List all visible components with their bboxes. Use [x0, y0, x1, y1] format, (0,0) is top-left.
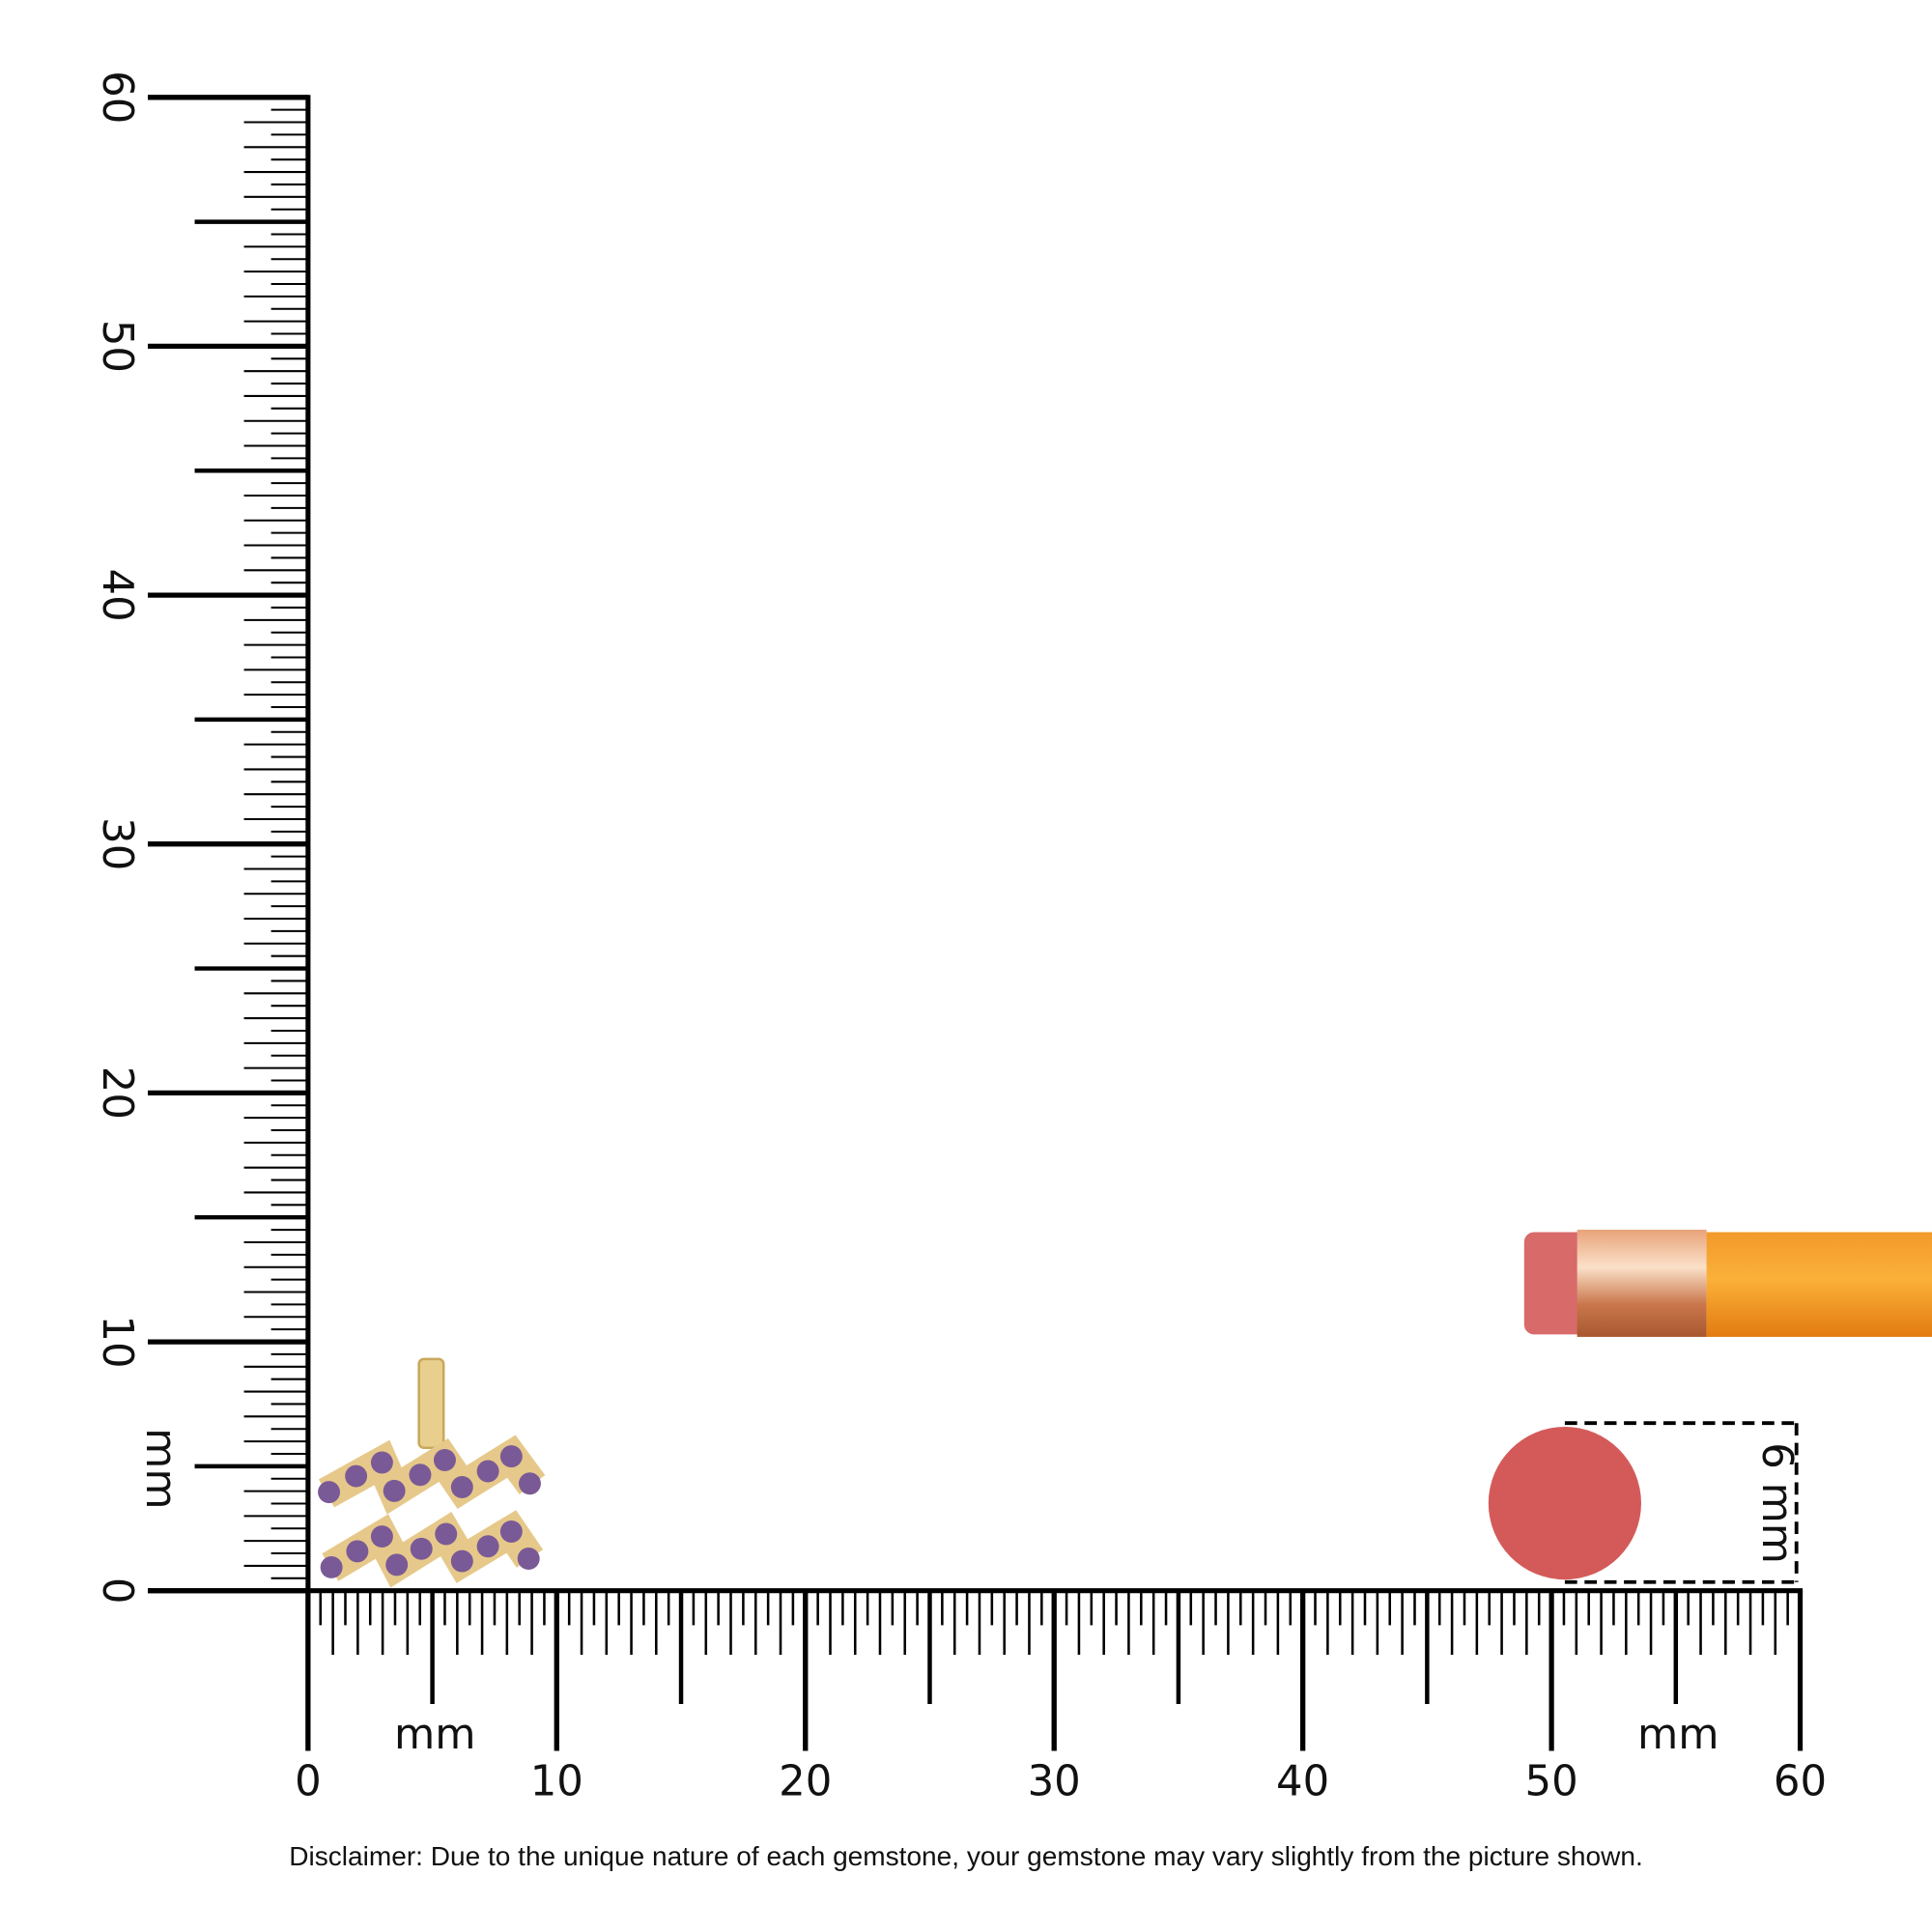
pencil: [1523, 1229, 1932, 1337]
y-ruler-label: 60: [93, 71, 141, 124]
pencil-ferrule: [1577, 1229, 1707, 1337]
pencil-body: [1706, 1232, 1932, 1337]
x-unit: mm: [1637, 1711, 1719, 1759]
eraser-size: 6 mm: [1752, 1442, 1801, 1564]
x-ruler-label: 0: [295, 1757, 322, 1805]
x-ruler-label: 40: [1276, 1757, 1329, 1805]
y-ruler-label: 50: [93, 320, 141, 373]
x-ruler-label: 30: [1028, 1757, 1081, 1805]
y-unit: mm: [136, 1428, 185, 1509]
eraser-disc: [1488, 1427, 1641, 1580]
x-ruler-label: 10: [530, 1757, 583, 1805]
pendant: [318, 1357, 546, 1588]
y-ruler-label: 10: [93, 1315, 141, 1368]
x-ruler-label: 20: [779, 1757, 832, 1805]
x-ruler-label: 60: [1774, 1757, 1827, 1805]
y-ruler-label: 40: [93, 568, 141, 621]
x-unit: mm: [394, 1711, 475, 1759]
y-ruler-label: 0: [93, 1577, 141, 1605]
y-ruler-label: 30: [93, 817, 141, 870]
disclaimer: Disclaimer: Due to the unique nature of …: [289, 1841, 1642, 1871]
x-ruler-label: 50: [1524, 1757, 1577, 1805]
y-ruler-label: 20: [93, 1066, 141, 1120]
size-guide: [1564, 1421, 1800, 1584]
